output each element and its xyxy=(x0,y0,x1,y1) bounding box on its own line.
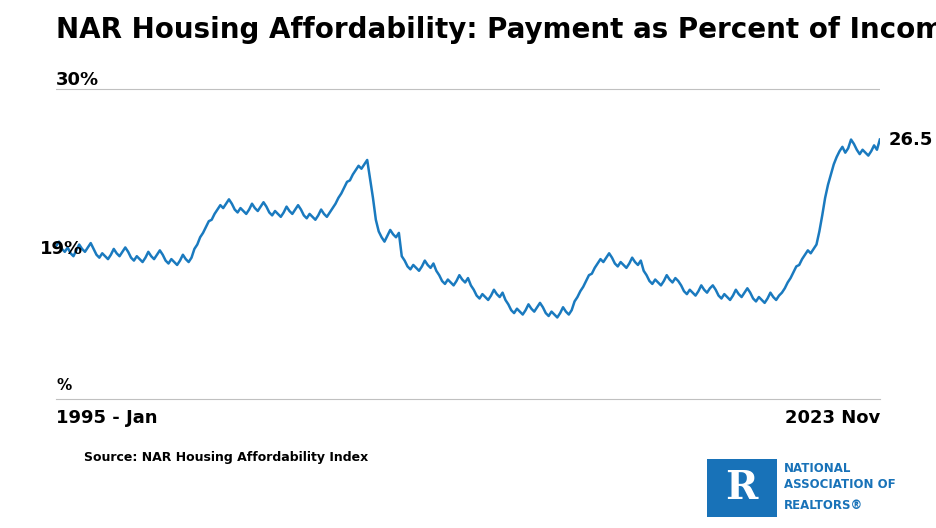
Text: REALTORS®: REALTORS® xyxy=(784,499,864,512)
Text: 30%: 30% xyxy=(56,71,99,89)
Text: %: % xyxy=(56,379,71,393)
Text: R: R xyxy=(725,469,758,507)
Text: 1995 - Jan: 1995 - Jan xyxy=(56,409,157,427)
Text: Source: NAR Housing Affordability Index: Source: NAR Housing Affordability Index xyxy=(84,451,369,465)
Text: 26.5: 26.5 xyxy=(888,130,932,148)
Text: NAR Housing Affordability: Payment as Percent of Income: NAR Housing Affordability: Payment as Pe… xyxy=(56,16,936,44)
Text: 2023 Nov: 2023 Nov xyxy=(784,409,880,427)
Text: NATIONAL
ASSOCIATION OF: NATIONAL ASSOCIATION OF xyxy=(784,462,896,491)
Text: 19%: 19% xyxy=(40,240,83,258)
